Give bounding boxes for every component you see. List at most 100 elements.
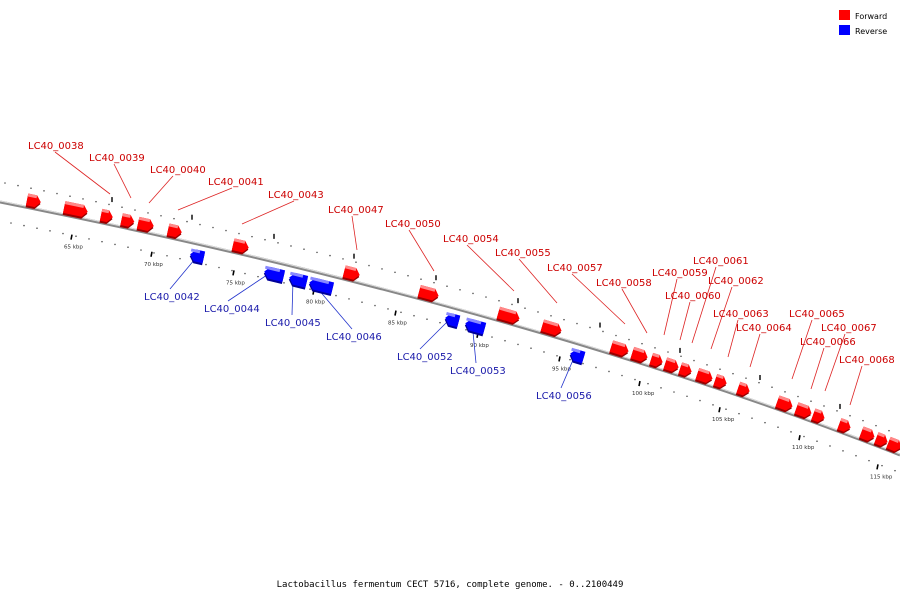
gene-body	[649, 352, 663, 367]
gene-LC40_0057[interactable]	[496, 306, 521, 327]
track-dot	[420, 278, 422, 280]
track-dot	[212, 226, 214, 229]
track-dot	[348, 298, 350, 300]
track-dot	[179, 257, 181, 260]
gene-LC40_0061[interactable]	[648, 352, 665, 370]
gene-label-LC40_0065[interactable]: LC40_0065	[789, 309, 845, 320]
track-dot	[426, 318, 428, 320]
ruler-tick-label: 90 kbp	[470, 343, 489, 349]
gene-LC40_0053[interactable]	[463, 317, 487, 337]
track-dot	[166, 254, 168, 257]
track-dot	[797, 395, 799, 398]
gene-label-LC40_0066[interactable]: LC40_0066	[800, 337, 856, 348]
gene-highlight	[797, 402, 809, 409]
gene-body	[120, 213, 135, 227]
gene-LC40_0047[interactable]	[166, 223, 183, 240]
gene-label-LC40_0055[interactable]: LC40_0055	[495, 248, 551, 259]
gene-LC40_0046[interactable]	[307, 276, 335, 297]
gene-LC40_0064[interactable]	[694, 367, 715, 386]
gene-highlight	[889, 436, 900, 443]
gene-unlabeled[interactable]	[858, 426, 877, 444]
leader-line	[691, 266, 717, 344]
track-dot	[732, 372, 734, 375]
gene-LC40_0056[interactable]	[568, 347, 586, 366]
gene-label-LC40_0039[interactable]: LC40_0039	[89, 153, 145, 164]
gene-label-LC40_0052[interactable]: LC40_0052	[397, 352, 453, 363]
gene-LC40_0058[interactable]	[540, 319, 563, 338]
track-dot	[654, 347, 656, 349]
leader-line	[663, 278, 678, 336]
gene-unlabeled[interactable]	[885, 436, 900, 455]
gene-highlight	[571, 347, 581, 354]
gene-LC40_0044[interactable]	[262, 265, 286, 284]
gene-LC40_0041[interactable]	[119, 213, 136, 229]
gene-label-LC40_0057[interactable]: LC40_0057	[547, 263, 603, 274]
gene-LC40_0062[interactable]	[662, 357, 681, 375]
gene-LC40_0065[interactable]	[712, 373, 729, 391]
gene-unlabeled[interactable]	[810, 408, 827, 425]
gene-LC40_0060[interactable]	[629, 346, 649, 365]
gene-highlight	[652, 352, 660, 358]
track-dot	[738, 412, 740, 415]
gene-label-LC40_0043[interactable]: LC40_0043	[268, 190, 324, 201]
gene-label-LC40_0041[interactable]: LC40_0041	[208, 177, 264, 188]
track-dot	[868, 459, 870, 462]
gene-LC40_0059[interactable]	[609, 340, 630, 359]
track-dot	[361, 301, 363, 303]
gene-LC40_0054[interactable]	[342, 265, 361, 283]
gene-label-LC40_0067[interactable]: LC40_0067	[821, 323, 877, 334]
gene-label-LC40_0061[interactable]: LC40_0061	[693, 256, 749, 267]
gene-label-LC40_0063[interactable]: LC40_0063	[713, 309, 769, 320]
gene-LC40_0038[interactable]	[25, 193, 43, 211]
gene-highlight	[612, 340, 626, 348]
gene-LC40_0052[interactable]	[443, 311, 461, 330]
gene-label-LC40_0060[interactable]: LC40_0060	[665, 291, 721, 302]
gene-LC40_0068[interactable]	[793, 402, 814, 421]
gene-label-LC40_0046[interactable]: LC40_0046	[326, 332, 382, 343]
gene-LC40_0045[interactable]	[287, 271, 309, 290]
gene-LC40_0066[interactable]	[735, 381, 752, 399]
gene-label-LC40_0038[interactable]: LC40_0038	[28, 141, 84, 152]
leader-line	[317, 288, 353, 330]
gene-unlabeled[interactable]	[836, 418, 853, 435]
gene-label-LC40_0064[interactable]: LC40_0064	[736, 323, 792, 334]
gene-highlight	[289, 271, 304, 278]
track-dot	[803, 435, 805, 438]
gene-label-LC40_0062[interactable]: LC40_0062	[708, 276, 764, 287]
gene-label-LC40_0068[interactable]: LC40_0068	[839, 355, 895, 366]
track-dot	[342, 258, 344, 260]
track-dot	[881, 464, 883, 467]
gene-LC40_0043[interactable]	[136, 216, 155, 234]
track-dot	[725, 408, 727, 411]
gene-highlight	[633, 346, 645, 354]
gene-unlabeled[interactable]	[873, 432, 890, 449]
gene-LC40_0063[interactable]	[677, 362, 694, 379]
gene-highlight	[778, 395, 790, 403]
gene-LC40_0040[interactable]	[99, 208, 114, 225]
gene-label-LC40_0042[interactable]: LC40_0042	[144, 292, 200, 303]
track-dot	[563, 318, 565, 321]
gene-label-LC40_0044[interactable]: LC40_0044	[204, 304, 260, 315]
track-dot	[62, 232, 64, 235]
track-dot	[459, 288, 461, 291]
gene-label-LC40_0045[interactable]: LC40_0045	[265, 318, 321, 329]
gene-label-LC40_0050[interactable]: LC40_0050	[385, 219, 441, 230]
gene-label-LC40_0058[interactable]: LC40_0058	[596, 278, 652, 289]
gene-label-LC40_0040[interactable]: LC40_0040	[150, 165, 206, 176]
gene-LC40_0050[interactable]	[231, 238, 250, 255]
gene-LC40_0042[interactable]	[188, 248, 206, 266]
gene-label-LC40_0047[interactable]: LC40_0047	[328, 205, 384, 216]
track-dot	[485, 296, 487, 298]
gene-LC40_0055[interactable]	[417, 284, 440, 304]
gene-LC40_0067[interactable]	[774, 395, 795, 414]
leader-line	[351, 215, 358, 251]
gene-label-LC40_0056[interactable]: LC40_0056	[536, 391, 592, 402]
gene-label-LC40_0053[interactable]: LC40_0053	[450, 366, 506, 377]
leader-line	[710, 286, 733, 350]
gene-label-LC40_0059[interactable]: LC40_0059	[652, 268, 708, 279]
track-dot	[569, 358, 571, 361]
ruler-tick	[558, 356, 561, 362]
gene-LC40_0039[interactable]	[62, 201, 89, 220]
gene-label-LC40_0054[interactable]: LC40_0054	[443, 234, 499, 245]
track-dot	[101, 240, 103, 243]
